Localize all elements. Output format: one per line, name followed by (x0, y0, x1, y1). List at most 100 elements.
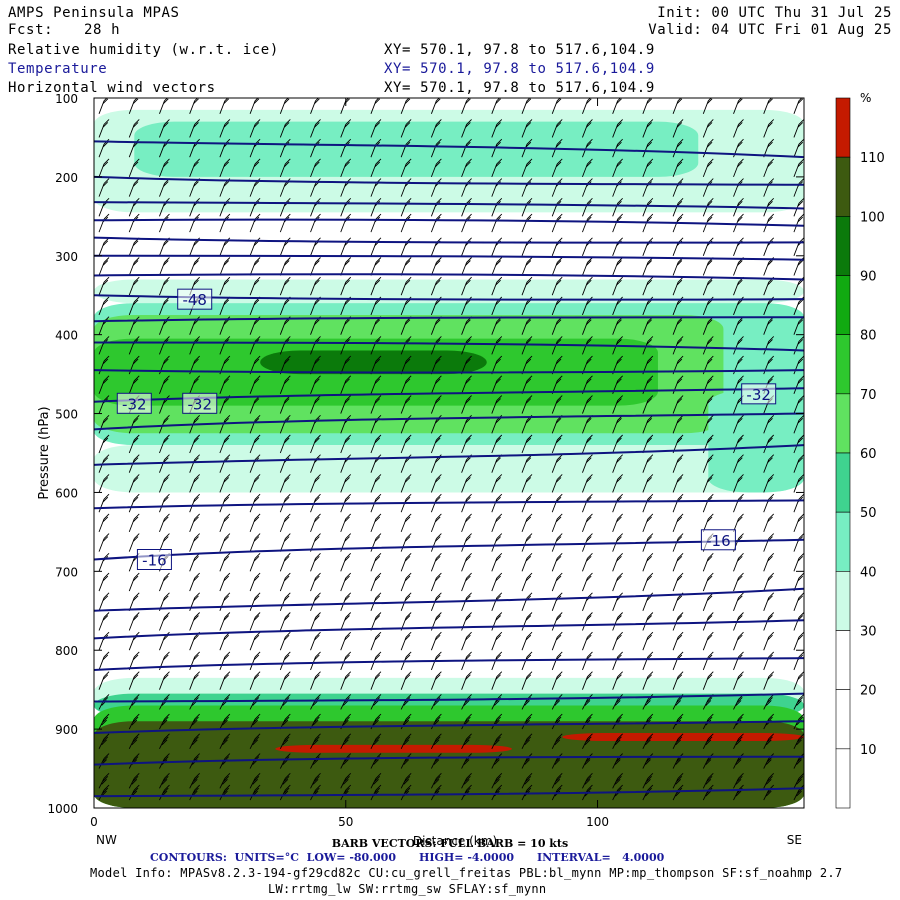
colorbar-swatch-0 (835, 97, 851, 158)
wind-barb-816 (98, 772, 110, 789)
wind-barb-520 (582, 513, 593, 533)
wind-barb-621 (733, 592, 744, 611)
wind-barb-654 (279, 631, 291, 651)
wind-barb-669 (733, 631, 744, 651)
wind-barb-684 (461, 651, 472, 671)
wind-barb-751 (310, 713, 321, 730)
wind-barb-708 (461, 671, 472, 690)
wind-barb-700 (219, 671, 231, 690)
wind-barb-192 (98, 257, 110, 276)
wind-barb-26 (159, 119, 170, 138)
temperature-contour-3 (94, 218, 804, 227)
wind-barb-786 (642, 733, 654, 750)
wind-barb-36 (461, 119, 472, 138)
wind-barb-217 (128, 276, 140, 296)
contour-label-2: -32 (187, 395, 212, 413)
colorbar-swatch-11 (835, 748, 851, 809)
wind-barb-720 (98, 694, 110, 710)
wind-barb-560 (340, 553, 352, 572)
wind-barb-45 (733, 119, 744, 138)
wind-barb-409 (128, 434, 140, 454)
wind-barb-64 (582, 138, 593, 158)
wind-barb-196 (219, 257, 231, 276)
wind-barb-557 (249, 553, 261, 572)
wind-barb-661 (491, 631, 503, 651)
temperature-contour-8 (94, 316, 804, 323)
temperature-contour-6 (94, 273, 804, 281)
y-tick-label: 400 (55, 329, 78, 343)
wind-barb-491 (430, 493, 442, 513)
wind-barb-764 (702, 713, 714, 730)
wind-barb-471 (551, 474, 563, 493)
wind-barb-43 (672, 119, 684, 138)
wind-barb-163 (672, 213, 684, 233)
wind-barb-561 (370, 553, 382, 572)
wind-barb-699 (189, 671, 200, 690)
wind-barb-580 (219, 572, 231, 592)
wind-barb-728 (340, 694, 352, 710)
wind-barb-67 (672, 138, 684, 158)
wind-barb-611 (430, 592, 442, 611)
wind-barb-333 (733, 355, 744, 375)
wind-barb-37 (491, 119, 503, 138)
wind-barb-780 (461, 733, 472, 750)
wind-barb-303 (551, 336, 563, 355)
wind-barb-466 (400, 474, 412, 493)
wind-barb-369 (370, 395, 382, 414)
wind-barb-42 (642, 119, 654, 138)
wind-barb-229 (491, 276, 503, 296)
wind-barb-744 (98, 713, 110, 730)
x-axis-label: Distance (km) (413, 834, 497, 848)
wind-barb-194 (159, 257, 170, 276)
wind-barb-750 (279, 713, 291, 730)
wind-barb-33 (370, 119, 382, 138)
wind-barb-225 (370, 276, 382, 296)
wind-barb-493 (491, 493, 503, 513)
wind-barb-412 (219, 434, 231, 454)
wind-barb-596 (702, 572, 714, 592)
wind-barb-627 (189, 612, 200, 631)
field-xy-rh: XY= 570.1, 97.8 to 517.6,104.9 (384, 42, 655, 58)
wind-barb-636 (461, 612, 472, 631)
wind-barb-476 (702, 474, 714, 493)
wind-barb-459 (189, 474, 200, 493)
wind-barb-474 (642, 474, 654, 493)
wind-barb-566 (521, 553, 533, 572)
wind-barb-97 (128, 178, 140, 197)
field-name-rh: Relative humidity (w.r.t. ice) (8, 42, 279, 58)
x-tick-label: 0 (90, 815, 98, 829)
model-info-2: LW:rrtmg_lw SW:rrtmg_sw SFLAY:sf_mynn (268, 882, 547, 896)
temperature-contours (94, 140, 804, 798)
wind-barb-204 (461, 257, 472, 276)
wind-barb-492 (461, 493, 472, 513)
wind-barb-455 (793, 454, 804, 473)
wind-barb-376 (582, 395, 593, 414)
wind-barb-517 (491, 513, 503, 533)
init-time: Init: 00 UTC Thu 31 Jul 25 (657, 5, 892, 21)
wind-barb-75 (189, 158, 200, 178)
wind-barb-817 (128, 772, 140, 789)
wind-barb-788 (702, 733, 714, 750)
wind-barb-862 (763, 784, 775, 801)
wind-barb-41 (612, 119, 623, 138)
wind-barb-593 (612, 572, 623, 592)
temperature-contour-1 (94, 175, 804, 186)
wind-barb-477 (733, 474, 744, 493)
wind-barb-732 (461, 694, 472, 710)
wind-barb-512 (340, 513, 352, 533)
wind-barb-797 (249, 753, 261, 769)
wind-barb-767 (793, 713, 804, 730)
wind-barb-415 (310, 434, 321, 454)
wind-barb-629 (249, 612, 261, 631)
wind-barb-604 (219, 592, 231, 611)
wind-barb-665 (612, 631, 623, 651)
wind-barb-856 (582, 784, 593, 801)
wind-barb-703 (310, 671, 321, 690)
wind-barb-347 (430, 375, 442, 394)
wind-barb-230 (521, 276, 533, 296)
wind-barb-77 (249, 158, 261, 178)
wind-barb-453 (733, 454, 744, 473)
wind-barb-584 (340, 572, 352, 592)
wind-barb-220 (219, 276, 231, 296)
wind-barb-222 (279, 276, 291, 296)
